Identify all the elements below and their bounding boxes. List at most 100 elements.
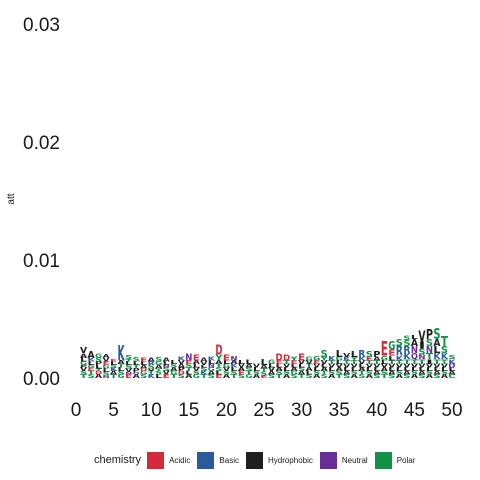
logo-letter: T [80,374,88,380]
logo-letter: T [170,374,178,380]
logo-letter: V [366,363,374,369]
logo-letter: G [381,354,388,362]
logo-letter: A [433,338,440,349]
logo-letter: T [343,359,351,365]
logo-letter: L [358,363,365,369]
logo-letter: E [215,374,222,380]
logo-letter: S [441,345,448,356]
logo-letter: L [403,367,410,373]
logo-letter: G [80,361,87,367]
logo-letter: V [403,363,411,369]
logo-letter: K [448,358,456,366]
logo-letter: N [426,345,433,356]
logo-letter: S [200,367,208,373]
logo-letter: L [366,367,373,373]
logo-letter: S [403,334,410,342]
legend-item-neutral: Neutral [319,451,368,469]
logo-letter: E [260,375,267,379]
logo-letter: E [381,338,388,361]
logo-letter: N [103,375,110,379]
logo-letter: T [388,359,396,365]
logo-letter: S [351,370,359,376]
logo-letter: A [155,364,163,370]
logo-letter: S [80,370,88,376]
logo-letter: L [298,363,305,369]
logo-letter: S [155,370,163,376]
logo-letter: E [103,361,110,367]
logo-letter: A [260,364,268,370]
logo-letter: Q [411,353,418,362]
x-tick-label: 15 [178,400,199,421]
logo-letter: S [321,374,329,380]
logo-letter: G [313,354,320,362]
logo-letter: A [163,357,171,363]
legend-item-acidic: Acidic [147,451,190,469]
logo-letter: T [433,358,440,366]
logo-letter: S [426,370,434,376]
logo-letter: K [230,363,238,369]
logo-letter: V [321,359,329,365]
y-tick-label: 0.02 [23,133,60,154]
logo-letter: T [148,370,156,376]
legend-swatch-polar [374,451,392,469]
logo-letter: E [110,358,117,362]
logo-letter: A [441,374,449,380]
logo-letter: S [313,370,321,376]
logo-letter: S [306,374,314,380]
logo-letter: A [291,367,299,373]
logo-letter: A [373,356,381,362]
logo-letter: A [133,374,141,380]
logo-letter: T [381,374,389,380]
logo-letter: K [328,354,336,362]
logo-letter: E [193,354,200,363]
logo-letter: G [336,356,343,362]
logo-letter: A [448,370,456,376]
logo-letter: S [433,325,440,343]
legend-swatch-basic [197,451,215,469]
logo-letter: S [223,370,231,376]
logo-letter: I [418,341,425,352]
logo-letter: A [306,367,314,373]
logo-letter: V [103,357,111,363]
logo-letter: S [388,374,396,380]
logo-letter: K [148,374,156,380]
logo-letter: P [133,368,140,374]
logo-letter: S [230,370,238,376]
logo-letter: L [245,358,253,366]
logo-letter: L [118,367,125,373]
logo-letter: Y [214,354,223,363]
logo-letter: D [275,352,282,363]
logo-letter: T [321,370,329,376]
logo-letter: V [441,363,449,369]
logo-letter: K [343,356,351,362]
logo-letter: S [140,374,148,380]
logo-letter: V [351,363,359,369]
logo-letter: A [351,374,359,380]
logo-letter: L [351,350,358,359]
logo-letter: N [163,364,170,368]
logo-letter: N [411,345,418,356]
logo-letter: L [163,361,170,367]
x-tick-label: 5 [108,400,119,421]
logo-letter: S [291,374,299,380]
logo-letter: G [223,363,230,369]
y-axis: 0.00 0.01 0.02 0.03 [23,15,60,390]
logo-letter: A [193,359,201,365]
logo-letter: G [103,364,110,370]
logo-letter: S [358,374,366,380]
logo-letter: S [148,364,156,370]
logo-letter: S [103,371,111,377]
logo-letter: L [396,367,403,373]
logo-letter: S [133,355,140,363]
logo-letter: R [396,343,403,359]
legend-title: chemistry [94,454,142,466]
logo-letter: T [336,374,344,380]
x-tick-label: 25 [253,400,274,421]
logo-letter: G [208,367,215,373]
legend-label-hydrophobic: Hydrophobic [267,455,313,465]
logo-letter: V [80,347,88,356]
logo-letter: V [433,363,441,369]
logo-letter: S [125,355,133,361]
logo-letter: A [87,350,94,361]
logo-letter: T [125,358,133,362]
